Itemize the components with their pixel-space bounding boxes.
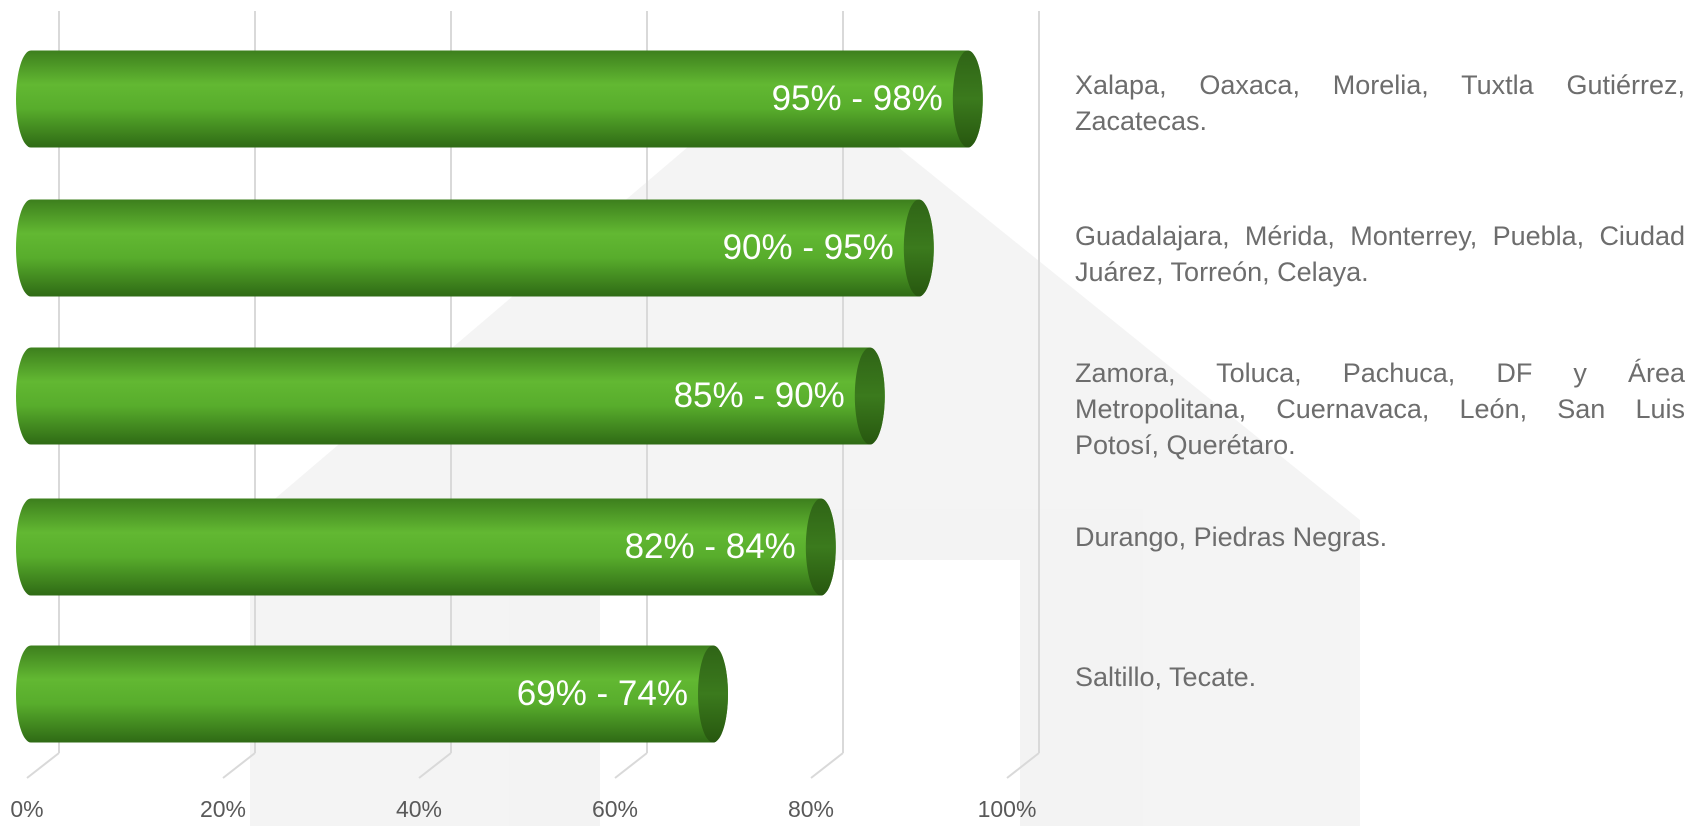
city-list: Zamora, Toluca, Pachuca, DF y Área Metro… xyxy=(1075,355,1685,463)
bar-cap xyxy=(904,200,934,297)
x-tick-label: 40% xyxy=(396,796,442,822)
x-tick-label: 0% xyxy=(10,796,43,822)
city-list: Durango, Piedras Negras. xyxy=(1075,519,1685,555)
city-list: Saltillo, Tecate. xyxy=(1075,659,1685,695)
x-tick-label: 80% xyxy=(788,796,834,822)
bar-cap xyxy=(953,51,983,148)
bar-cap xyxy=(855,348,885,445)
bar-label: 95% - 98% xyxy=(772,79,943,118)
bar-label: 90% - 95% xyxy=(723,228,894,267)
bar-cap xyxy=(806,499,836,596)
bar-label: 69% - 74% xyxy=(517,674,688,713)
page: 0% 20% 40% 60% 80% 100% 95% - 98% 90% - 95% 85%… xyxy=(0,0,1698,826)
x-tick-label: 100% xyxy=(978,796,1037,822)
x-tick-label: 20% xyxy=(200,796,246,822)
bar-label: 85% - 90% xyxy=(674,376,845,415)
bar-cap xyxy=(698,646,728,743)
x-tick-label: 60% xyxy=(592,796,638,822)
grid-floor-line xyxy=(27,753,59,778)
city-list: Guadalajara, Mérida, Monterrey, Puebla, … xyxy=(1075,218,1685,290)
city-list: Xalapa, Oaxaca, Morelia, Tuxtla Gutiérre… xyxy=(1075,67,1685,139)
bar-label: 82% - 84% xyxy=(625,527,796,566)
